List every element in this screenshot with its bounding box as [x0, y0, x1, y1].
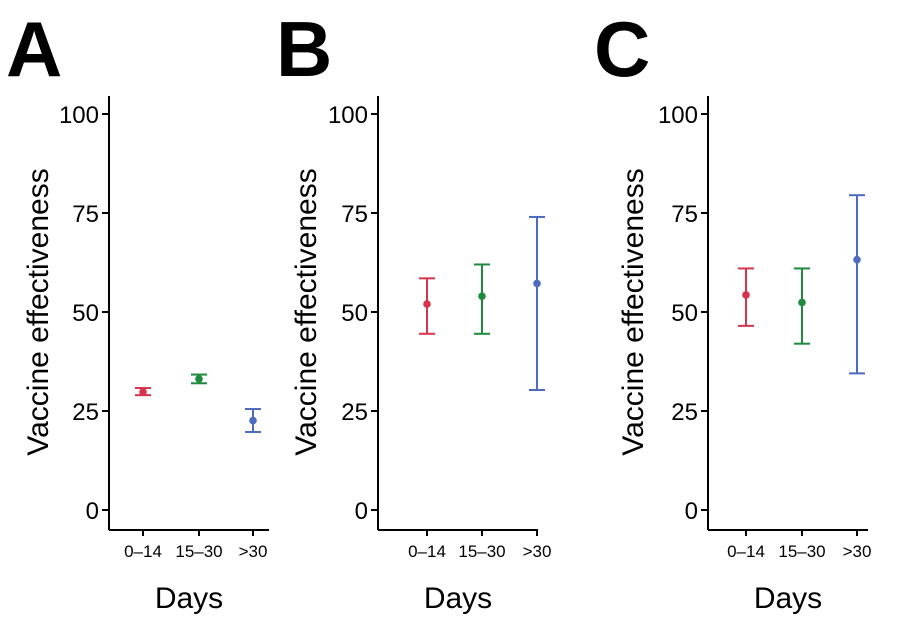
- panel-c-y-tick-label: 75: [671, 201, 698, 228]
- panel-a-y-tick-label: 100: [59, 102, 99, 129]
- panel-c-point: [742, 291, 750, 299]
- panel-b-letter: B: [276, 5, 332, 93]
- panel-c-y-tick-label: 0: [685, 498, 698, 525]
- panel-b-y-tick-label: 0: [355, 498, 368, 525]
- panel-b-y-tick-label: 25: [341, 399, 368, 426]
- panel-b-point: [533, 279, 541, 288]
- panel-c-y-tick-label: 25: [671, 399, 698, 426]
- panel-a-x-axis-title: Days: [155, 582, 223, 615]
- panel-c-x-tick-label: 15–30: [778, 542, 825, 561]
- panel-c-x-axis-title: Days: [754, 582, 822, 615]
- panel-a-y-tick-label: 25: [72, 399, 99, 426]
- panel-a-y-tick-label: 0: [86, 498, 99, 525]
- panel-a-x-tick-label: 0–14: [124, 542, 162, 561]
- panel-b-x-axis-title: Days: [424, 582, 492, 615]
- panel-b-y-axis-title: Vaccine effectiveness: [290, 168, 323, 455]
- panel-c-y-tick-label: 100: [658, 102, 698, 129]
- panel-b-x-tick-label: 0–14: [408, 542, 446, 561]
- panel-b-point: [423, 300, 431, 308]
- panel-a-point: [249, 416, 257, 425]
- panel-c-y-tick-label: 50: [671, 300, 698, 327]
- panel-c-x-tick-label: >30: [843, 542, 872, 561]
- panel-b-y-tick-label: 75: [341, 201, 368, 228]
- panel-b-x-tick-label: >30: [523, 542, 552, 561]
- panel-c-y-axis-title: Vaccine effectiveness: [617, 168, 650, 455]
- panel-c-point: [798, 298, 806, 307]
- panel-c-x-tick-label: 0–14: [727, 542, 765, 561]
- panel-a-point: [139, 388, 147, 396]
- panel-a-y-tick-label: 50: [72, 300, 99, 327]
- panel-b-point: [478, 292, 486, 300]
- panel-c-letter: C: [594, 5, 650, 93]
- panel-c-point: [853, 255, 861, 264]
- panel-a-y-axis-title: Vaccine effectiveness: [22, 168, 55, 455]
- panel-a-y-tick-label: 75: [72, 201, 99, 228]
- panel-a-x-tick-label: >30: [239, 542, 268, 561]
- panel-a-x-tick-label: 15–30: [175, 542, 222, 561]
- panel-b-y-tick-label: 50: [341, 300, 368, 327]
- panel-b-x-tick-label: 15–30: [458, 542, 505, 561]
- panel-a-point: [195, 375, 203, 383]
- panel-b-y-tick-label: 100: [328, 102, 368, 129]
- panel-a-letter: A: [6, 5, 62, 93]
